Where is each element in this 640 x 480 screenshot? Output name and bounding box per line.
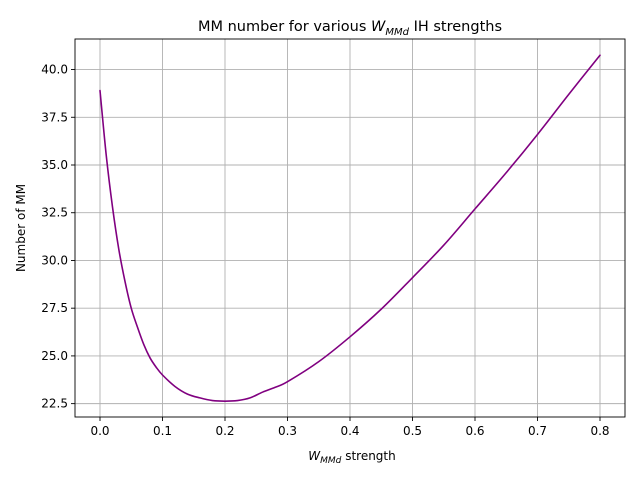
y-tick-label: 25.0 [41, 349, 68, 363]
x-tick-label: 0.1 [153, 424, 172, 438]
y-tick-label: 35.0 [41, 158, 68, 172]
xlabel-var-base: W [308, 449, 321, 463]
y-tick-label: 30.0 [41, 253, 68, 267]
xlabel-suffix: strength [341, 449, 395, 463]
title-suffix: IH strengths [409, 19, 502, 35]
x-tick-label: 0.7 [528, 424, 547, 438]
x-tick-label: 0.5 [403, 424, 422, 438]
chart-title: MM number for various WMMd IH strengths [198, 19, 502, 38]
x-tick-label: 0.3 [278, 424, 297, 438]
series-line [99, 54, 601, 402]
title-var-sub: MMd [385, 27, 409, 38]
x-axis-label: WMMd strength [308, 449, 395, 466]
y-axis-label: Number of MM [14, 184, 28, 272]
y-tick-label: 22.5 [41, 397, 68, 411]
title-var-base: W [371, 19, 386, 35]
y-tick-label: 37.5 [41, 110, 68, 124]
title-prefix: MM number for various [198, 19, 371, 35]
x-tick-label: 0.2 [215, 424, 234, 438]
x-tick-label: 0.6 [465, 424, 484, 438]
series-group [99, 54, 601, 402]
x-tick-label: 0.8 [590, 424, 609, 438]
y-tick-label: 32.5 [41, 206, 68, 220]
y-tick-label: 40.0 [41, 63, 68, 77]
axis-ticks: 0.0 0.1 0.2 0.3 0.4 0.5 0.6 0.7 0.8 22.5 25.0 27.5 3… [41, 63, 609, 438]
y-tick-label: 27.5 [41, 301, 68, 315]
x-tick-label: 0.4 [340, 424, 359, 438]
plot-frame [74, 38, 626, 418]
grid [75, 39, 625, 417]
x-tick-label: 0.0 [90, 424, 109, 438]
xlabel-var-sub: MMd [320, 456, 342, 466]
